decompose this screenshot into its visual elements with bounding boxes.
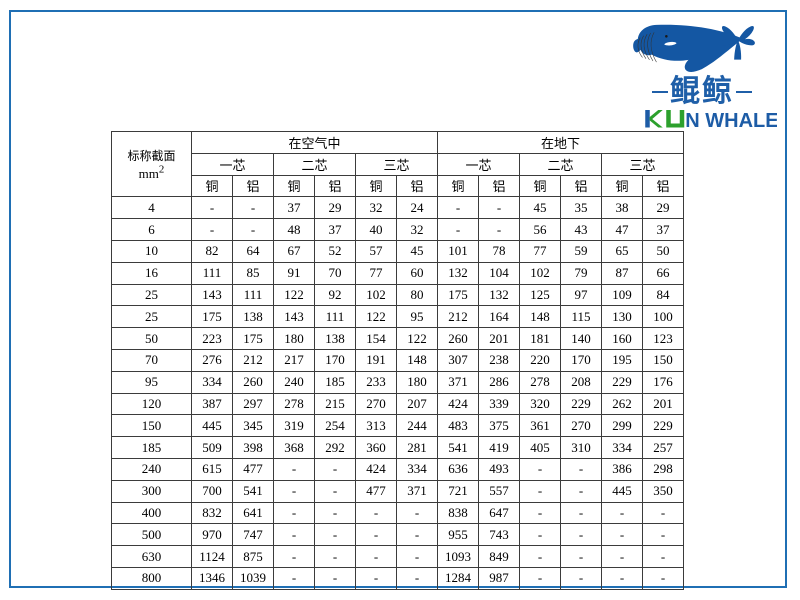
svg-text:N WHALE: N WHALE — [685, 110, 777, 132]
